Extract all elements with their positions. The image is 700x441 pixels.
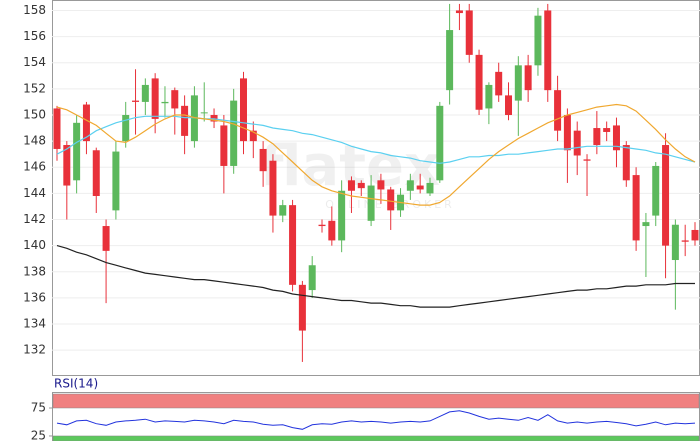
candle-body xyxy=(171,90,179,109)
candle-body xyxy=(465,10,473,55)
candle-body xyxy=(524,65,532,91)
candle-body xyxy=(573,130,581,156)
candle-body xyxy=(505,95,513,115)
candle-body xyxy=(230,100,238,166)
candle-body xyxy=(642,222,650,227)
y-tick-label: 138 xyxy=(23,264,46,278)
candle-body xyxy=(259,148,267,172)
candle-body xyxy=(367,185,375,221)
rsi-zone xyxy=(52,435,700,441)
candle-body xyxy=(357,182,365,189)
candle-body xyxy=(603,128,611,132)
candle-body xyxy=(671,224,679,261)
y-tick-label: 154 xyxy=(23,55,46,69)
y-tick-label: 134 xyxy=(23,317,46,331)
y-tick-label: 142 xyxy=(23,212,46,226)
candle-body xyxy=(612,125,620,151)
candle-body xyxy=(102,226,110,251)
candle-body xyxy=(583,159,591,161)
candle-body xyxy=(122,114,130,142)
candle-body xyxy=(554,90,562,131)
candle-body xyxy=(279,205,287,216)
candle-body xyxy=(141,84,149,102)
candle-body xyxy=(475,54,483,110)
moving-average xyxy=(56,115,696,164)
candle-body xyxy=(387,189,395,211)
candle-body xyxy=(73,122,81,181)
candle-body xyxy=(691,229,699,241)
y-tick-label: 152 xyxy=(23,81,46,95)
y-tick-label: 146 xyxy=(23,160,46,174)
candle-body xyxy=(200,112,208,114)
candle-body xyxy=(426,182,434,194)
candle-body xyxy=(112,151,120,211)
candle-body xyxy=(455,10,463,14)
candle-body xyxy=(514,65,522,101)
moving-average xyxy=(56,103,696,206)
candle-body xyxy=(249,130,257,142)
candle-body xyxy=(622,145,630,181)
y-tick-label: 144 xyxy=(23,186,46,200)
candle-body xyxy=(593,128,601,146)
moving-average xyxy=(56,245,695,308)
candle-body xyxy=(289,205,297,285)
candle-body xyxy=(338,190,346,241)
y-tick-label: 158 xyxy=(23,3,46,17)
candle-body xyxy=(239,78,247,142)
candle-body xyxy=(151,78,159,119)
candle-body xyxy=(436,105,444,181)
candle-body xyxy=(544,10,552,91)
y-tick-label: 75 xyxy=(31,400,46,414)
y-tick-label: 148 xyxy=(23,134,46,148)
candle-body xyxy=(534,15,542,66)
candle-body xyxy=(161,101,169,104)
candle-body xyxy=(377,180,385,190)
candle-body xyxy=(446,30,454,91)
y-tick-label: 136 xyxy=(23,290,46,304)
candle-body xyxy=(347,180,355,191)
candle-body xyxy=(82,104,90,142)
candle-body xyxy=(181,105,189,136)
y-tick-label: 150 xyxy=(23,107,46,121)
rsi-zone xyxy=(52,393,700,409)
candle-body xyxy=(220,125,228,166)
y-tick-label: 140 xyxy=(23,238,46,252)
candle-body xyxy=(632,175,640,241)
candle-body xyxy=(132,100,140,102)
candle-body xyxy=(563,114,571,151)
candle-body xyxy=(308,265,316,291)
candle-body xyxy=(298,284,306,331)
candle-body xyxy=(416,185,424,190)
candle-body xyxy=(210,114,218,122)
candle-body xyxy=(652,165,660,216)
candle-body xyxy=(681,240,689,242)
candle-body xyxy=(53,108,61,149)
y-tick-label: 156 xyxy=(23,29,46,43)
candle-body xyxy=(406,180,414,191)
candle-body xyxy=(63,145,71,186)
candle-body xyxy=(92,150,100,196)
candle-body xyxy=(328,220,336,241)
candle-body xyxy=(269,160,277,216)
candle-body xyxy=(662,145,670,246)
candle-body xyxy=(318,224,326,227)
rsi-line xyxy=(56,410,696,430)
rsi-title: RSI(14) xyxy=(54,377,98,391)
candle-body xyxy=(485,84,493,109)
candle-body xyxy=(495,71,503,96)
candle-body xyxy=(190,95,198,142)
y-tick-label: 132 xyxy=(23,343,46,357)
y-tick-label: 25 xyxy=(31,428,46,441)
